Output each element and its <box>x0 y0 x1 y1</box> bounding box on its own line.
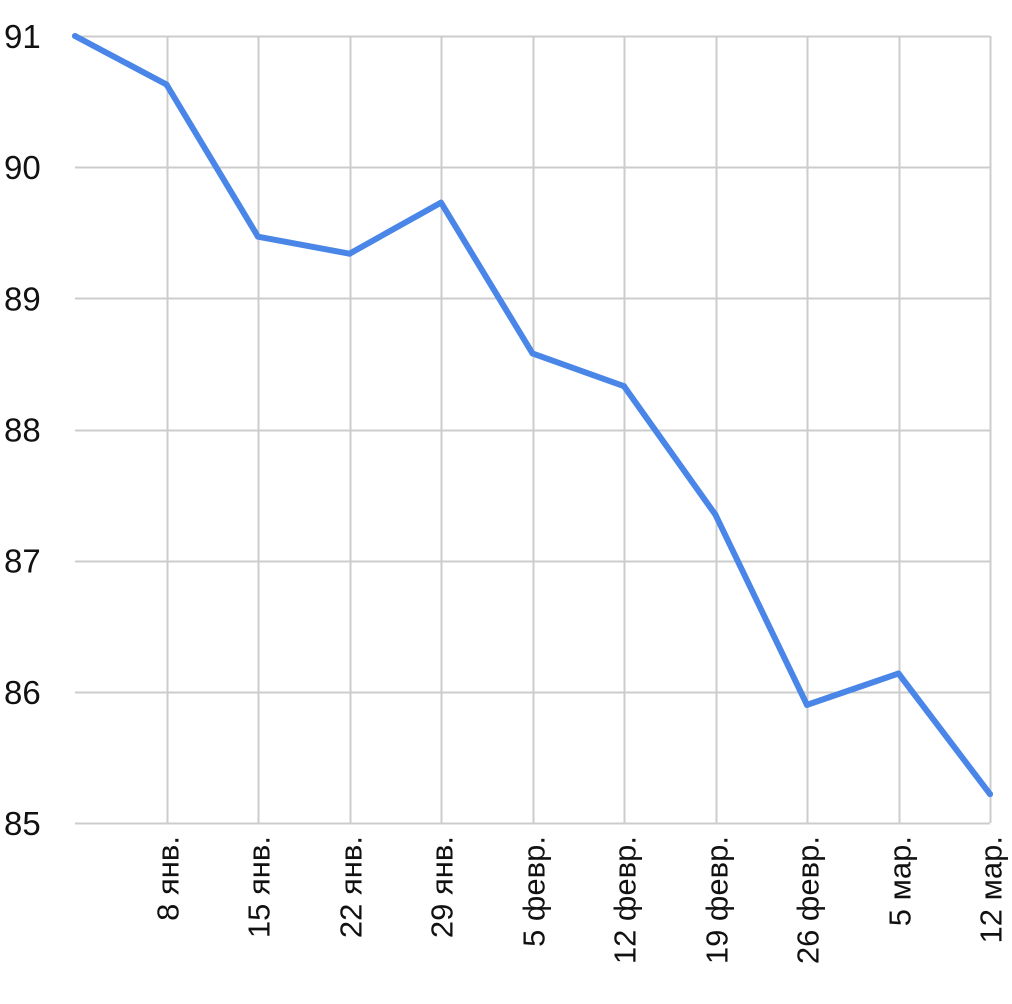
data-point <box>255 233 261 240</box>
x-tick-label: 26 февр. <box>791 836 826 964</box>
data-point <box>621 383 627 390</box>
data-point <box>72 33 78 39</box>
x-tick-label: 12 февр. <box>608 836 643 964</box>
data-point <box>987 791 993 798</box>
x-tick-label: 8 янв. <box>151 836 186 921</box>
data-point <box>346 250 353 257</box>
x-tick-label: 29 янв. <box>425 836 460 938</box>
x-tick-label: 15 янв. <box>242 836 277 938</box>
series-layer <box>72 33 993 798</box>
data-point <box>163 81 170 88</box>
y-tick-label: 91 <box>4 18 41 55</box>
data-point <box>438 199 444 206</box>
y-axis: 85 86 87 88 89 90 91 <box>4 18 41 842</box>
x-tick-label: 5 февр. <box>517 836 552 947</box>
y-tick-label: 89 <box>4 280 41 317</box>
y-tick-label: 86 <box>4 674 41 711</box>
x-tick-label: 19 февр. <box>700 836 735 964</box>
x-axis: 8 янв. 15 янв. 22 янв. 29 янв. 5 февр. 12 фев… <box>151 836 1009 964</box>
x-tick-label: 5 мар. <box>883 836 918 926</box>
y-tick-label: 85 <box>4 805 41 842</box>
y-tick-label: 87 <box>4 543 41 580</box>
data-point <box>895 670 902 677</box>
y-tick-label: 90 <box>4 149 41 186</box>
data-point <box>529 350 536 357</box>
data-point <box>712 511 719 518</box>
grid <box>75 35 992 825</box>
y-tick-label: 88 <box>4 412 41 449</box>
data-point <box>804 701 810 708</box>
x-tick-label: 12 мар. <box>974 836 1009 944</box>
x-tick-label: 22 янв. <box>334 836 369 938</box>
